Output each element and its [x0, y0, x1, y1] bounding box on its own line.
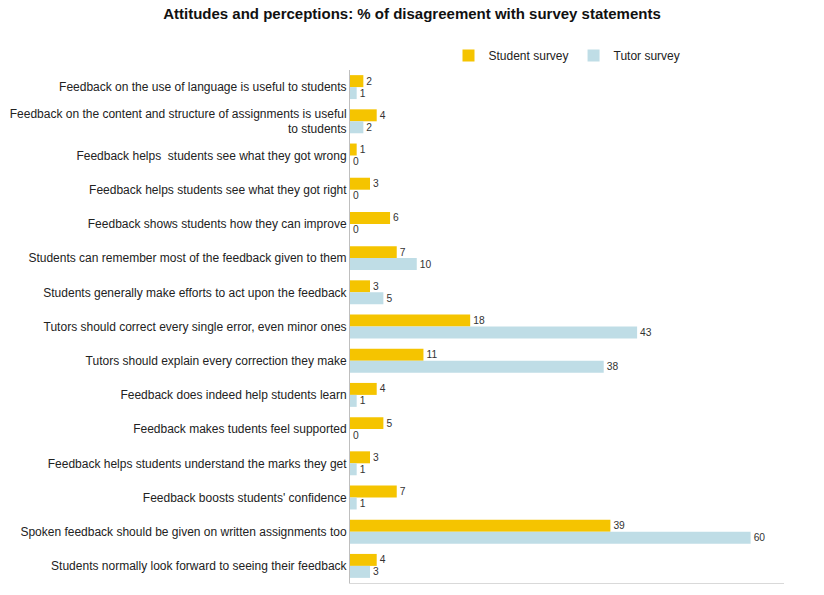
svg-text:1: 1	[360, 464, 366, 475]
svg-text:Tutor survey: Tutor survey	[614, 49, 680, 63]
svg-text:Feedback does indeed help stud: Feedback does indeed help students learn	[120, 388, 346, 402]
svg-text:18: 18	[473, 315, 485, 326]
svg-text:43: 43	[640, 327, 652, 338]
svg-text:1: 1	[360, 88, 366, 99]
svg-text:1: 1	[360, 395, 366, 406]
svg-text:0: 0	[353, 224, 359, 235]
svg-text:Feedback helps students unders: Feedback helps students understand the m…	[48, 457, 348, 471]
svg-text:39: 39	[613, 520, 625, 531]
svg-text:Feedback on the content and st: Feedback on the content and structure of…	[10, 107, 347, 137]
svg-text:7: 7	[400, 486, 406, 497]
svg-text:60: 60	[754, 532, 766, 543]
svg-text:11: 11	[426, 349, 437, 360]
svg-text:10: 10	[420, 259, 432, 270]
svg-text:3: 3	[373, 566, 379, 577]
svg-text:1: 1	[360, 498, 366, 509]
svg-text:4: 4	[380, 383, 386, 394]
svg-text:Students can remember most of: Students can remember most of the feedba…	[28, 251, 346, 265]
svg-text:3: 3	[373, 178, 379, 189]
svg-text:0: 0	[353, 190, 359, 201]
svg-text:Students normally look forward: Students normally look forward to seeing…	[51, 559, 347, 573]
svg-text:6: 6	[393, 212, 399, 223]
svg-text:Feedback helps students see w: Feedback helps students see what they go…	[76, 149, 346, 163]
svg-text:4: 4	[380, 110, 386, 121]
svg-text:Students generally make effort: Students generally make efforts to act u…	[43, 286, 347, 300]
svg-text:Tutors should correct every si: Tutors should correct every single error…	[44, 320, 347, 334]
svg-text:3: 3	[373, 452, 379, 463]
svg-text:Tutors should explain every co: Tutors should explain every correction t…	[86, 354, 347, 368]
svg-text:Student survey: Student survey	[489, 49, 569, 63]
svg-text:Attitudes and perceptions: % o: Attitudes and perceptions: % of disagree…	[163, 5, 661, 22]
svg-text:2: 2	[366, 76, 372, 87]
svg-text:0: 0	[353, 156, 359, 167]
svg-text:5: 5	[386, 418, 392, 429]
svg-text:0: 0	[353, 430, 359, 441]
svg-text:3: 3	[373, 281, 379, 292]
svg-text:4: 4	[380, 554, 386, 565]
svg-text:Feedback shows students how th: Feedback shows students how they can imp…	[88, 217, 347, 231]
svg-text:2: 2	[366, 122, 372, 133]
svg-text:Feedback on the use of languag: Feedback on the use of language is usefu…	[59, 80, 347, 94]
svg-text:Feedback makes tudents feel su: Feedback makes tudents feel supported	[133, 422, 346, 436]
svg-text:Feedback boosts students' conf: Feedback boosts students' confidence	[143, 491, 347, 505]
svg-text:5: 5	[386, 293, 392, 304]
svg-text:7: 7	[400, 247, 406, 258]
svg-text:Spoken feedback should be give: Spoken feedback should be given on writt…	[20, 525, 347, 539]
svg-text:1: 1	[360, 144, 366, 155]
svg-text:Feedback helps students see wh: Feedback helps students see what they go…	[89, 183, 347, 197]
svg-text:38: 38	[607, 361, 619, 372]
